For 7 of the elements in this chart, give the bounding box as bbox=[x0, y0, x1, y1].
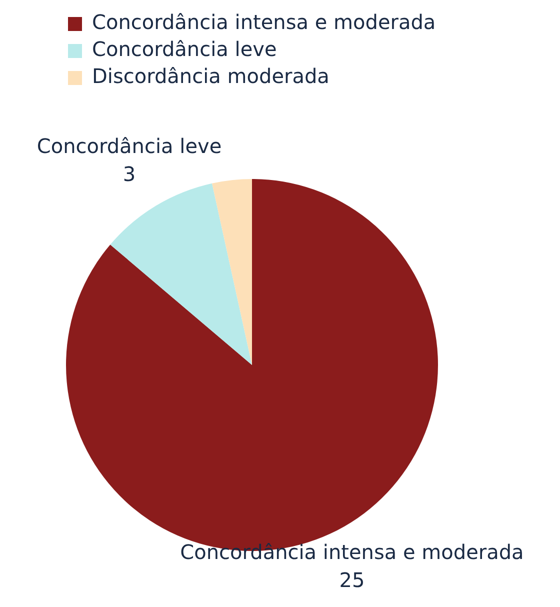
legend-label: Discordância moderada bbox=[92, 64, 330, 88]
legend-label: Concordância leve bbox=[92, 37, 277, 62]
data-label: 25 bbox=[339, 568, 365, 592]
legend-label: Concordância intensa e moderada bbox=[92, 10, 436, 34]
slice-label: Concordância intensa e moderada bbox=[180, 540, 524, 564]
slice-label: Concordância leve bbox=[36, 134, 222, 158]
data-label: 3 bbox=[122, 162, 136, 186]
